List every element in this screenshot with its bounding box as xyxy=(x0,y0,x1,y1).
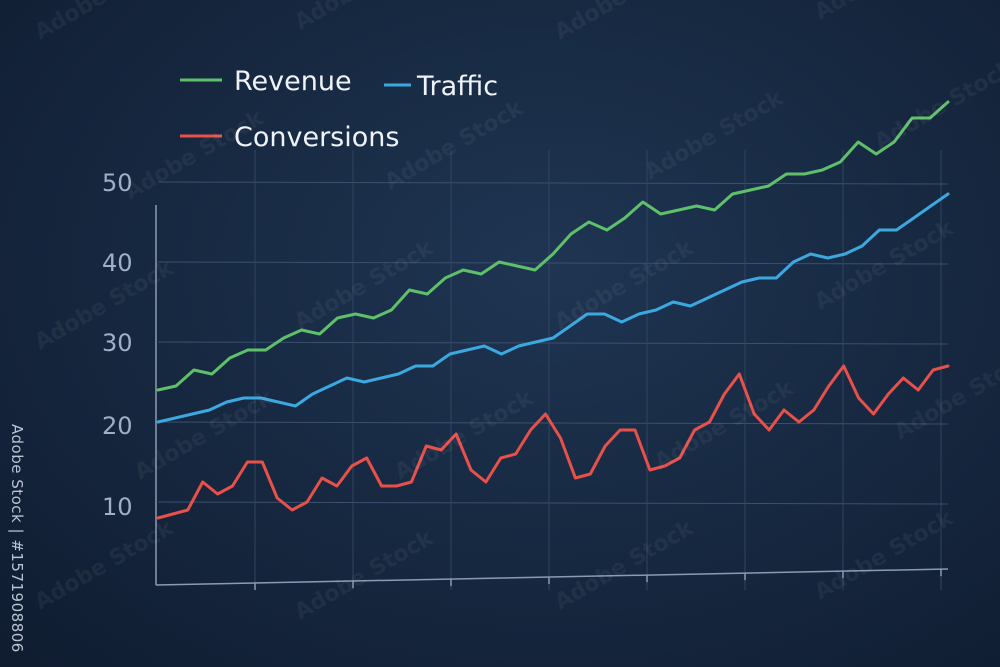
stock-id-label: Adobe Stock | #1571908806 xyxy=(8,424,26,653)
axes: 50 40 30 20 10 xyxy=(102,169,949,591)
watermark-text-13: Adobe Stock xyxy=(391,385,539,485)
watermark-text-7: Adobe Stock xyxy=(871,55,1000,155)
y-tick-label-4: 10 xyxy=(102,493,133,521)
legend: Revenue Traffic Conversions xyxy=(180,66,498,153)
watermark-text-6: Adobe Stock xyxy=(641,85,789,185)
watermark-text-18: Adobe Stock xyxy=(551,515,699,615)
watermark-text-12: Adobe Stock xyxy=(131,385,279,485)
grid xyxy=(157,150,949,590)
watermark-text-9: Adobe Stock xyxy=(291,235,439,335)
grid-line-y-4 xyxy=(157,501,949,505)
x-axis-line xyxy=(155,568,949,586)
watermark: Adobe Stock Adobe Stock Adobe Stock Adobe S… xyxy=(31,0,1000,625)
series-line-revenue xyxy=(156,100,950,392)
legend-label-conversions: Conversions xyxy=(234,122,399,153)
y-tick-label-3: 20 xyxy=(102,412,133,440)
grid-line-y-2 xyxy=(157,341,949,345)
watermark-text-1: Adobe Stock xyxy=(291,0,439,35)
grid-line-y-3 xyxy=(157,421,949,425)
watermark-text-4: Adobe Stock xyxy=(121,105,269,205)
watermark-text-5: Adobe Stock xyxy=(381,95,529,195)
series-line-conversions xyxy=(156,364,950,520)
series-line-traffic xyxy=(156,192,950,424)
legend-label-traffic: Traffic xyxy=(416,71,498,102)
watermark-text-19: Adobe Stock xyxy=(811,505,959,605)
grid-line-y-0 xyxy=(157,181,949,185)
series-lines xyxy=(156,100,950,520)
y-tick-label-1: 40 xyxy=(102,249,133,277)
grid-line-y-1 xyxy=(157,261,949,265)
y-tick-label-2: 30 xyxy=(102,329,133,357)
y-tick-label-0: 50 xyxy=(102,169,133,197)
watermark-text-15: Adobe Stock xyxy=(891,345,1000,445)
watermark-text-3: Adobe Stock xyxy=(811,0,959,25)
watermark-text-17: Adobe Stock xyxy=(291,525,439,625)
legend-label-revenue: Revenue xyxy=(234,66,352,97)
watermark-text-0: Adobe Stock xyxy=(31,0,179,45)
watermark-text-2: Adobe Stock xyxy=(551,0,699,45)
watermark-text-14: Adobe Stock xyxy=(651,375,799,475)
